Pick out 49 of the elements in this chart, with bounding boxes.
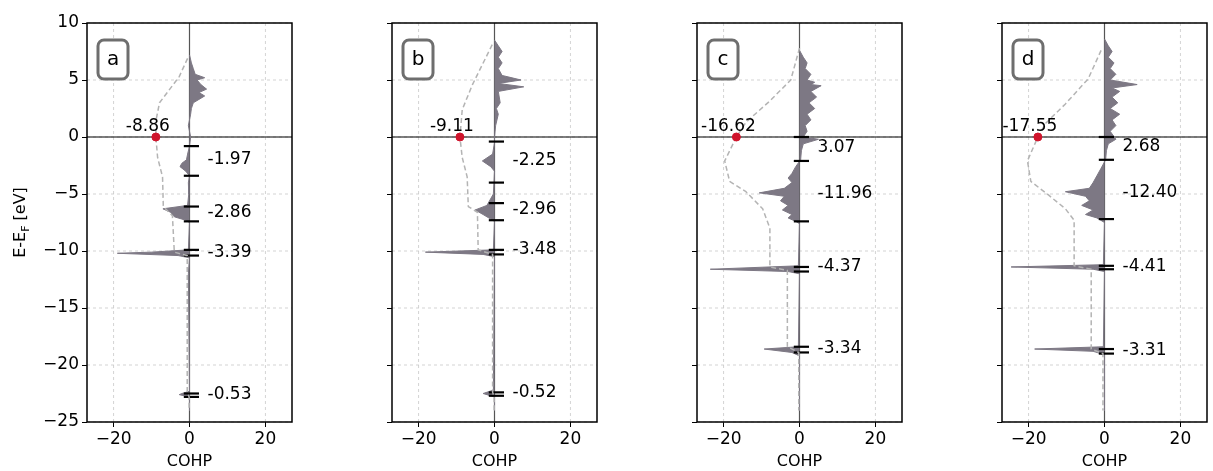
annotation: 2.68: [1122, 134, 1161, 155]
annotation: -11.96: [817, 182, 873, 203]
x-tick-label: −20: [400, 427, 437, 448]
annotation: -1.97: [207, 148, 252, 169]
text: c: [717, 45, 729, 70]
x-tick-label: −20: [705, 427, 742, 448]
x-tick-label: 20: [559, 427, 582, 448]
x-tick-label: 0: [184, 427, 195, 448]
annotation: -0.53: [207, 383, 252, 404]
annotation: -0.52: [512, 380, 557, 401]
annotation: -3.34: [817, 337, 862, 358]
y-tick-label: −25: [43, 410, 79, 431]
annotation: -3.39: [207, 240, 252, 261]
y-tick-label: 0: [68, 125, 79, 146]
y-tick-label: −15: [43, 296, 79, 317]
x-tick-label: 0: [489, 427, 500, 448]
annotation: -9.11: [429, 114, 474, 135]
x-axis-title: COHP: [1081, 450, 1128, 470]
x-tick-label: 20: [254, 427, 277, 448]
y-tick-label: −5: [53, 182, 79, 203]
text: a: [106, 45, 120, 70]
y-tick-label: −20: [43, 353, 79, 374]
y-tick-label: 5: [68, 68, 79, 89]
annotation: -2.86: [207, 200, 252, 221]
annotation: 3.07: [817, 135, 856, 156]
x-tick-label: 0: [794, 427, 805, 448]
annotation: -12.40: [1122, 181, 1178, 202]
y-tick-label: −10: [43, 239, 79, 260]
annotation: -4.41: [1122, 255, 1167, 276]
x-tick-label: 20: [1169, 427, 1192, 448]
text: d: [1021, 45, 1035, 70]
x-tick-label: −20: [95, 427, 132, 448]
annotation: -16.62: [701, 114, 756, 135]
annotation: -17.55: [1002, 114, 1058, 135]
x-tick-label: 0: [1099, 427, 1110, 448]
x-tick-label: 20: [864, 427, 887, 448]
y-tick-label: 10: [57, 11, 79, 32]
x-axis-title: COHP: [471, 450, 518, 470]
annotation: -3.31: [1122, 338, 1167, 359]
x-tick-label: −20: [1010, 427, 1047, 448]
annotation: -2.25: [512, 149, 557, 170]
annotation: -8.86: [125, 114, 170, 135]
text: b: [411, 45, 425, 70]
x-axis-title: COHP: [166, 450, 213, 470]
annotation: -2.96: [512, 198, 557, 219]
annotation: -4.37: [817, 255, 862, 276]
y-axis-title: E-EF [eV]: [10, 187, 32, 258]
annotation: -3.48: [512, 238, 557, 259]
x-axis-title: COHP: [776, 450, 823, 470]
